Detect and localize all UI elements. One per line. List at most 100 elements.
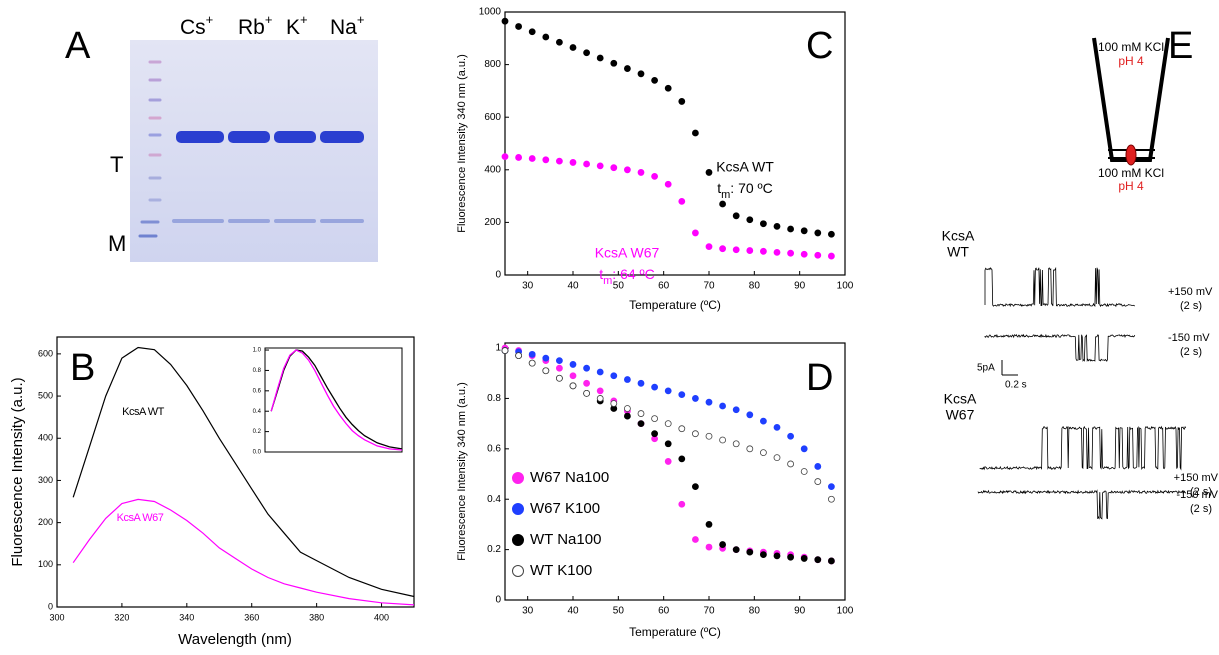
y-tick-label: 600 <box>484 112 501 123</box>
point <box>692 129 699 137</box>
x-axis-label: Temperature (ºC) <box>629 298 721 312</box>
lane-label: Na+ <box>330 12 364 39</box>
y-tick-label: 100 <box>38 559 53 569</box>
point <box>719 200 726 208</box>
point <box>569 44 577 51</box>
point <box>556 374 563 382</box>
point <box>800 468 808 475</box>
scale-label: 5pA <box>977 363 995 374</box>
point <box>787 432 794 440</box>
legend-marker <box>512 534 524 546</box>
y-tick-label: 600 <box>38 348 53 358</box>
series-label: KcsA W67 <box>117 512 164 524</box>
point <box>569 372 577 380</box>
point <box>542 354 550 362</box>
point <box>732 212 740 220</box>
point <box>528 350 536 358</box>
panel-label: C <box>806 25 833 67</box>
point <box>610 59 618 67</box>
point <box>624 65 631 72</box>
point <box>678 425 686 433</box>
point <box>732 406 740 414</box>
point <box>651 76 658 84</box>
point <box>664 440 672 448</box>
point <box>542 33 550 41</box>
point <box>610 164 618 172</box>
point <box>719 402 726 410</box>
point <box>664 84 672 92</box>
lane-label: K+ <box>286 12 308 39</box>
point <box>814 463 822 470</box>
point <box>637 410 645 417</box>
protein-bands <box>176 131 364 143</box>
x-axis-label: Wavelength (nm) <box>178 631 292 648</box>
point <box>583 49 590 57</box>
y-axis-label: Fluorescence Intensity 340 nm (a.u.) <box>456 382 468 561</box>
y-tick-label: 400 <box>38 433 53 443</box>
point <box>637 70 645 78</box>
x-tick-label: 60 <box>658 606 670 617</box>
y-tick-label: 0.4 <box>487 494 501 505</box>
lane-label: Cs+ <box>180 12 213 39</box>
legend-marker <box>512 565 524 577</box>
point <box>800 555 808 562</box>
ion: Cs <box>180 16 206 39</box>
point <box>828 252 835 260</box>
tm-subscript: m <box>721 189 730 201</box>
ion: Na <box>330 16 357 39</box>
point <box>692 536 699 543</box>
point <box>828 495 835 503</box>
tm-text: : 64 ºC <box>612 266 654 282</box>
line <box>72 346 415 598</box>
point <box>528 28 536 36</box>
y-tick-label: 1 <box>495 343 501 354</box>
plot-frame <box>504 11 846 276</box>
y-tick-label: 200 <box>484 217 501 228</box>
point <box>705 169 713 176</box>
panel-label: D <box>806 357 833 399</box>
ladder <box>138 60 162 238</box>
point <box>678 197 686 205</box>
y-tick-label: 800 <box>484 59 501 70</box>
x-tick-label: 100 <box>837 606 854 617</box>
voltage-label: -150 mV <box>1176 489 1218 501</box>
point <box>637 169 645 176</box>
point <box>569 159 577 166</box>
point <box>814 556 822 564</box>
point <box>787 460 794 468</box>
point <box>583 160 590 168</box>
point <box>787 249 794 257</box>
point <box>624 405 631 412</box>
tm-subscript: m <box>603 275 612 287</box>
point <box>651 172 658 180</box>
point <box>596 387 604 395</box>
point <box>637 379 645 387</box>
x-tick-label: 320 <box>114 612 129 622</box>
point <box>705 543 713 551</box>
ph: pH 4 <box>1118 54 1144 68</box>
point <box>732 546 740 554</box>
y-tick-label: 0.2 <box>487 544 501 555</box>
point <box>664 180 672 188</box>
x-axis-label: Temperature (ºC) <box>629 625 721 639</box>
point <box>746 548 754 556</box>
duration-label: (2 s) <box>1190 486 1212 498</box>
x-tick-label: 60 <box>658 281 670 292</box>
lane-label: Rb+ <box>238 12 272 39</box>
ion: Rb <box>238 16 265 39</box>
point <box>800 445 808 453</box>
x-tick-label: 30 <box>522 281 534 292</box>
duration-label: (2 s) <box>1180 300 1202 312</box>
tm-symbol: t <box>717 180 721 196</box>
y-tick-label: 0.4 <box>253 409 262 415</box>
y-tick-label: 0 <box>495 270 501 281</box>
point <box>596 395 604 402</box>
point <box>569 361 577 368</box>
point <box>569 382 577 390</box>
point <box>746 216 754 224</box>
point <box>501 347 509 354</box>
y-tick-label: 0 <box>495 595 501 606</box>
chart: 0.0 0.2 0.4 0.6 0.8 1.0 <box>253 347 403 456</box>
point <box>746 411 754 419</box>
